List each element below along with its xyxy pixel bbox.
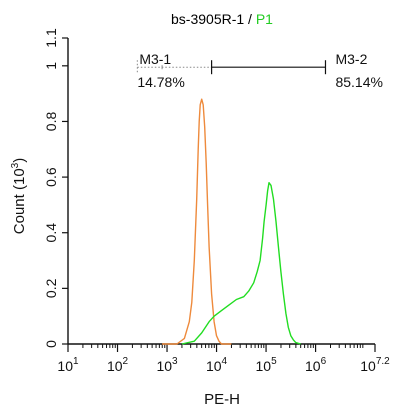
x-tick-label-exp: 4: [222, 356, 228, 367]
histogram-series-2: [181, 181, 301, 345]
gate-m3-1-name: M3-1: [139, 51, 171, 67]
chart-title: bs-3905R-1 / P1: [171, 11, 273, 27]
x-tick-label-exp: 1: [73, 356, 79, 367]
x-tick-label-base: 10: [156, 358, 172, 374]
y-tick-label: 0.8: [43, 112, 59, 132]
x-tick-label-base: 10: [57, 358, 73, 374]
x-tick-label-base: 10: [107, 358, 123, 374]
x-tick-label-base: 10: [255, 358, 271, 374]
title-separator: /: [244, 11, 256, 27]
gate-m3-2-name: M3-2: [335, 51, 367, 67]
y-tick-label: 0.6: [43, 167, 59, 187]
gate-m3-2-percent: 85.14%: [335, 74, 382, 90]
x-tick-label: 103: [156, 356, 178, 374]
x-tick-label: 105: [255, 356, 277, 374]
x-tick-label: 101: [57, 356, 79, 374]
x-tick-label-base: 10: [360, 358, 376, 374]
y-axis-title-exp: 3: [10, 162, 21, 168]
series-layer: [162, 98, 301, 345]
x-tick-label-exp: 7.2: [376, 356, 390, 367]
x-tick-label-exp: 2: [123, 356, 129, 367]
gate-layer: M3-1 14.78% M3-2 85.14%: [136, 51, 383, 90]
x-axis-title: PE-H: [204, 391, 240, 408]
y-tick-label: 1: [43, 62, 59, 70]
x-tick-label-exp: 5: [271, 356, 277, 367]
y-tick-label: 0: [43, 340, 59, 348]
x-tick-label-exp: 3: [172, 356, 178, 367]
x-tick-label-base: 10: [206, 358, 222, 374]
title-sample: bs-3905R-1: [171, 11, 244, 27]
y-axis-title-close: ): [11, 158, 28, 163]
y-axis-title: Count (103): [10, 158, 28, 234]
title-gate: P1: [256, 11, 273, 27]
x-tick-label: 106: [305, 356, 327, 374]
y-axis-title-base: Count (10: [11, 168, 28, 234]
x-tick-label: 104: [206, 356, 228, 374]
y-tick-label: 1.1: [43, 28, 59, 48]
x-tick-label: 107.2: [360, 356, 390, 374]
x-tick-label-exp: 6: [321, 356, 327, 367]
gate-m3-1-percent: 14.78%: [137, 74, 184, 90]
y-tick-label: 0.4: [43, 223, 59, 243]
histogram-series-1: [162, 98, 232, 345]
x-tick-label-base: 10: [305, 358, 321, 374]
y-tick-label: 0.2: [43, 278, 59, 298]
x-tick-label: 102: [107, 356, 129, 374]
